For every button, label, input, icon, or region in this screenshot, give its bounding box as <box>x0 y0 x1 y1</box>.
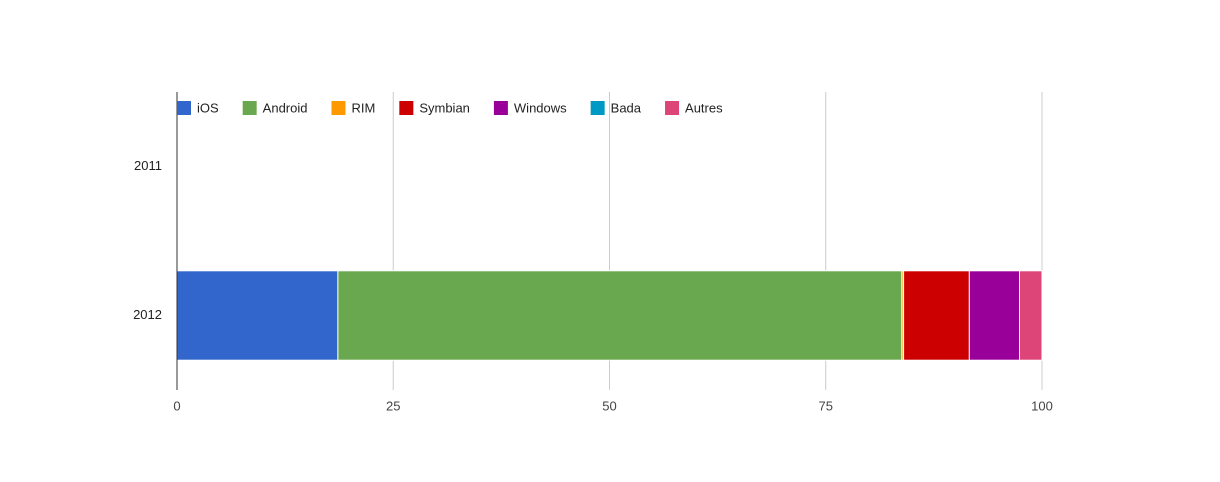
x-tick-label: 100 <box>1031 398 1053 413</box>
y-tick-label: 2011 <box>134 158 162 173</box>
y-tick-label: 2012 <box>133 307 162 322</box>
legend-label: Autres <box>685 100 723 115</box>
legend-swatch <box>331 101 346 115</box>
x-tick-label: 25 <box>386 398 400 413</box>
legend-swatch <box>493 101 508 115</box>
bar-segment <box>176 270 339 361</box>
legend-swatch <box>242 101 257 115</box>
x-tick-label: 75 <box>819 398 833 413</box>
legend-label: RIM <box>351 100 375 115</box>
legend-swatch <box>177 101 191 115</box>
bar-segment <box>337 270 903 361</box>
bar-segment <box>968 270 1021 361</box>
legend-label: iOS <box>197 100 219 115</box>
x-tick-label: 50 <box>602 398 616 413</box>
bar-segment <box>1019 270 1043 361</box>
legend-swatch <box>665 101 680 115</box>
x-tick-label: 0 <box>173 398 180 413</box>
legend-swatch <box>399 101 414 115</box>
bar-segment <box>903 270 970 361</box>
legend-label: Windows <box>514 100 567 115</box>
legend-swatch <box>590 101 605 115</box>
legend-label: Symbian <box>419 100 470 115</box>
legend-label: Android <box>263 100 308 115</box>
legend-label: Bada <box>611 100 642 115</box>
